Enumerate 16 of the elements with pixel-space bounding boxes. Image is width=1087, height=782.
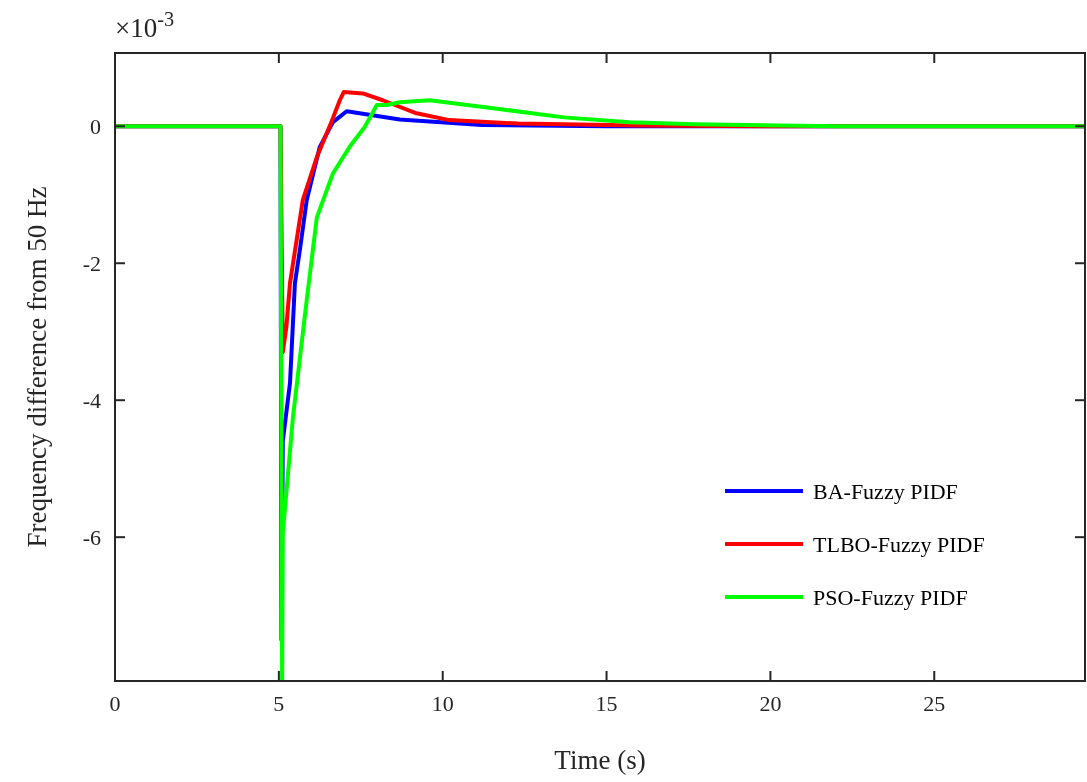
legend-label: TLBO-Fuzzy PIDF [813, 531, 985, 557]
x-tick-label: 20 [759, 691, 782, 716]
y-tick-label: -2 [82, 250, 101, 276]
x-tick-label: 0 [109, 691, 121, 716]
text: ×10$^{-3}$ [115, 8, 175, 43]
y-tick-label: -4 [82, 387, 101, 413]
y-axis-title: Frequency difference from 50 Hz [22, 186, 52, 548]
y-tick-label: 0 [90, 113, 101, 139]
y-tick-label: -6 [82, 524, 101, 550]
x-tick-label: 10 [431, 691, 454, 716]
x-tick-label: 15 [595, 691, 618, 716]
legend-label: PSO-Fuzzy PIDF [813, 584, 968, 610]
legend-label: BA-Fuzzy PIDF [813, 478, 958, 504]
x-axis-title: Time (s) [554, 745, 646, 775]
x-tick-label: 25 [923, 691, 946, 716]
x-tick-label: 5 [273, 691, 285, 716]
